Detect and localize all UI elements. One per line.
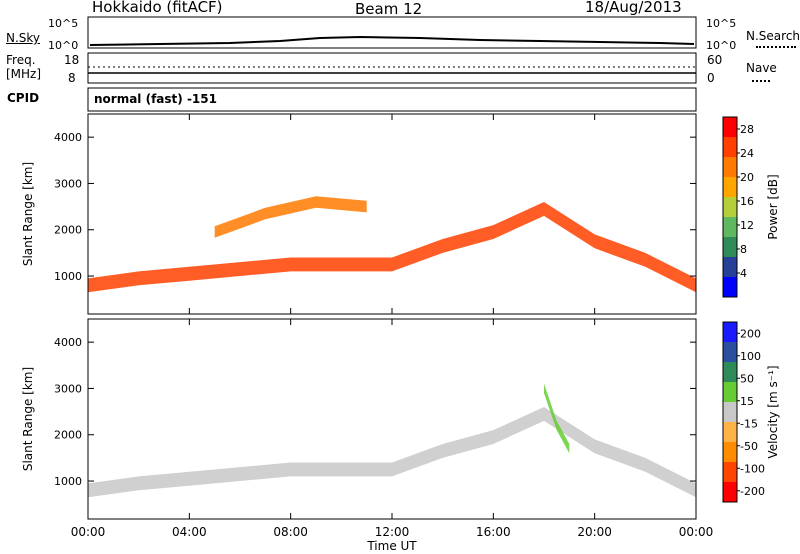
- velocity-colorbar: 200 100 50 15 -15 -50 -100 -200 Velocity [m s⁻¹]: [722, 321, 780, 503]
- y-axis-label: Slant Range [km]: [21, 162, 35, 266]
- nsky-label: N.Sky: [6, 31, 41, 45]
- y-tick-label: 3000: [54, 177, 82, 190]
- freq-frame: [87, 52, 697, 84]
- colorbar-tick-label: -50: [740, 440, 758, 453]
- station-title: Hokkaido (fitACF): [92, 0, 223, 16]
- colorbar-tick-label: 15: [740, 395, 754, 408]
- colorbar-tick-label: -200: [740, 485, 765, 498]
- panel-frame: [87, 318, 697, 520]
- nsky-trace: [89, 35, 695, 46]
- nave-tick-bottom: 0: [707, 71, 715, 85]
- freq-unit-label: [MHz]: [6, 67, 42, 81]
- y-axis-label: Slant Range [km]: [21, 367, 35, 471]
- x-tick-label: 00:00: [679, 525, 714, 539]
- x-tick-label: 16:00: [476, 525, 511, 539]
- x-tick-label: 00:00: [71, 525, 106, 539]
- x-tick-label: 12:00: [375, 525, 410, 539]
- colorbar-tick-label: -100: [740, 462, 765, 475]
- freq-tick-bottom: 8: [68, 71, 76, 85]
- beam-title: Beam 12: [355, 0, 423, 18]
- nave-label: Nave: [746, 61, 777, 75]
- colorbar-swatch: [723, 362, 737, 383]
- y-tick-label: 2000: [54, 429, 82, 442]
- colorbar-tick-label: 16: [740, 195, 754, 208]
- date-title: 18/Aug/2013: [585, 0, 682, 16]
- colorbar-label: Power [dB]: [766, 174, 780, 239]
- nsearch-legend-line: [756, 46, 796, 48]
- echo-band-0: [88, 202, 696, 293]
- colorbar-swatch: [723, 117, 737, 138]
- colorbar-swatch: [723, 217, 737, 238]
- colorbar-tick-label: 8: [740, 243, 747, 256]
- colorbar-swatch: [723, 382, 737, 403]
- colorbar-tick-label: 4: [740, 267, 747, 280]
- echo-band-0: [88, 407, 696, 498]
- cpid-label: CPID: [7, 91, 40, 105]
- colorbar-tick-label: 12: [740, 219, 754, 232]
- colorbar-swatch: [723, 157, 737, 178]
- colorbar-frame: [722, 321, 738, 503]
- colorbar-swatch: [723, 482, 737, 503]
- nsky-tick-bottom: 10^0: [48, 39, 79, 52]
- colorbar-tick-label: -15: [740, 417, 758, 430]
- colorbar-tick-label: 50: [740, 372, 754, 385]
- colorbar-frame: [722, 116, 738, 298]
- nsearch-tick-top: 10^5: [706, 17, 737, 30]
- panel-frame: [87, 113, 697, 315]
- x-tick-label: 04:00: [172, 525, 207, 539]
- cpid-frame: [87, 87, 697, 112]
- colorbar-swatch: [723, 257, 737, 278]
- y-tick-label: 1000: [54, 270, 82, 283]
- x-axis-label: Time UT: [366, 539, 417, 553]
- colorbar-label: Velocity [m s⁻¹]: [766, 365, 780, 458]
- nsky-tick-top: 10^5: [48, 17, 79, 30]
- y-tick-label: 4000: [54, 336, 82, 349]
- colorbar-swatch: [723, 177, 737, 198]
- nsearch-tick-bottom: 10^0: [706, 39, 737, 52]
- y-tick-label: 2000: [54, 224, 82, 237]
- colorbar-swatch: [723, 402, 737, 423]
- colorbar-tick-label: 200: [740, 327, 761, 340]
- colorbar-swatch: [723, 442, 737, 463]
- nave-legend-line: [752, 80, 770, 82]
- x-tick-label: 20:00: [577, 525, 612, 539]
- colorbar-swatch: [723, 137, 737, 158]
- colorbar-tick-label: 28: [740, 123, 754, 136]
- colorbar-swatch: [723, 237, 737, 258]
- colorbar-tick-label: 100: [740, 350, 761, 363]
- nsky-frame: [87, 16, 697, 49]
- colorbar-swatch: [723, 322, 737, 343]
- colorbar-swatch: [723, 197, 737, 218]
- nsearch-label: N.Search: [746, 29, 800, 43]
- y-tick-label: 1000: [54, 475, 82, 488]
- echo-band-1: [544, 383, 570, 454]
- nave-tick-top: 60: [707, 53, 723, 67]
- x-tick-label: 08:00: [273, 525, 308, 539]
- freq-label: Freq.: [6, 53, 36, 67]
- cpid-value: normal (fast) -151: [94, 92, 217, 106]
- y-tick-label: 3000: [54, 382, 82, 395]
- colorbar-swatch: [723, 277, 737, 298]
- y-tick-label: 4000: [54, 131, 82, 144]
- freq-tick-top: 18: [64, 53, 80, 67]
- power-panel: 1000 2000 3000 4000 Slant Range [km]: [21, 113, 697, 315]
- colorbar-tick-label: 20: [740, 171, 754, 184]
- velocity-panel: 1000 2000 3000 4000 00:00 04:00 08:00 12:00 16:0…: [21, 318, 714, 553]
- colorbar-tick-label: 24: [740, 147, 754, 160]
- colorbar-swatch: [723, 342, 737, 363]
- power-colorbar: 4 8 12 16 20 24 28 Power [dB]: [722, 116, 780, 298]
- colorbar-swatch: [723, 462, 737, 483]
- colorbar-swatch: [723, 422, 737, 443]
- echo-band-1: [214, 196, 367, 238]
